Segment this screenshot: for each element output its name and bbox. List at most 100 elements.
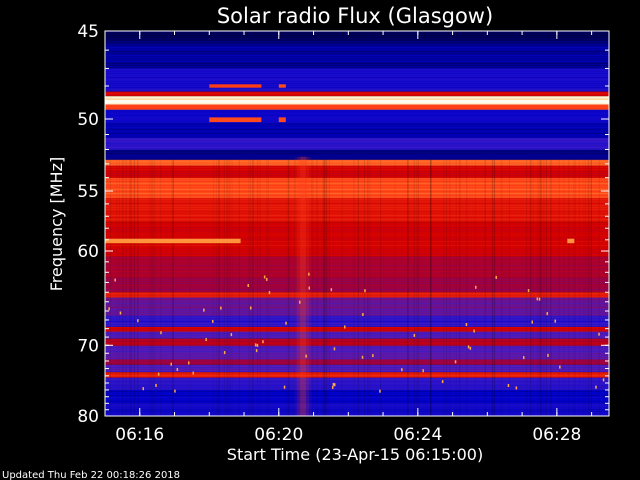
time-striation bbox=[568, 159, 570, 416]
interference-spike bbox=[527, 289, 530, 293]
texture-line bbox=[105, 201, 609, 202]
time-striation bbox=[573, 159, 575, 416]
time-striation bbox=[598, 159, 600, 416]
texture-line bbox=[105, 261, 609, 262]
interference-spike bbox=[507, 384, 510, 387]
time-striation bbox=[494, 159, 496, 416]
time-striation bbox=[587, 159, 589, 416]
texture-line bbox=[105, 197, 609, 198]
texture-line bbox=[105, 403, 609, 404]
texture-line bbox=[105, 389, 609, 390]
intensity-band bbox=[105, 159, 609, 166]
emission-segment bbox=[567, 238, 575, 244]
interference-spike bbox=[223, 351, 226, 355]
texture-line bbox=[105, 151, 609, 152]
texture-line bbox=[105, 377, 609, 378]
texture-line bbox=[105, 179, 609, 180]
time-striation bbox=[189, 159, 191, 416]
texture-line bbox=[105, 277, 609, 278]
interference-spike bbox=[467, 345, 470, 349]
interference-spike bbox=[379, 389, 381, 393]
time-striation bbox=[341, 159, 343, 416]
texture-line bbox=[105, 117, 609, 118]
texture-line bbox=[105, 253, 609, 254]
texture-line bbox=[105, 183, 609, 184]
texture-line bbox=[105, 315, 609, 316]
time-striation bbox=[110, 159, 111, 416]
time-striation bbox=[484, 159, 486, 416]
interference-spike bbox=[332, 385, 334, 389]
time-striation bbox=[322, 159, 324, 416]
texture-line bbox=[105, 295, 609, 296]
texture-line bbox=[105, 233, 609, 234]
texture-line bbox=[105, 325, 609, 326]
burst-column bbox=[300, 156, 306, 416]
texture-line bbox=[105, 283, 609, 284]
interference-spike bbox=[256, 343, 259, 347]
time-striation bbox=[217, 159, 219, 416]
interference-spike bbox=[362, 313, 364, 316]
texture-line bbox=[105, 77, 609, 78]
texture-line bbox=[105, 209, 609, 210]
interference-spike bbox=[401, 368, 403, 372]
time-striation bbox=[328, 159, 330, 416]
texture-line bbox=[105, 185, 609, 186]
texture-line bbox=[105, 229, 609, 230]
texture-line bbox=[105, 355, 609, 356]
texture-line bbox=[105, 399, 609, 400]
interference-spike bbox=[364, 289, 366, 293]
texture-line bbox=[105, 43, 609, 44]
intensity-band bbox=[105, 104, 609, 110]
texture-line bbox=[105, 231, 609, 232]
time-striation bbox=[324, 159, 326, 416]
emission-segment bbox=[278, 117, 286, 123]
texture-line bbox=[105, 57, 609, 58]
time-striation bbox=[137, 159, 139, 416]
time-striation bbox=[501, 159, 503, 416]
texture-line bbox=[105, 371, 609, 372]
texture-line bbox=[105, 313, 609, 314]
y-tick-label: 80 bbox=[77, 407, 99, 427]
intensity-band bbox=[105, 364, 609, 373]
time-striation bbox=[130, 159, 132, 416]
interference-spike bbox=[170, 362, 172, 366]
texture-line bbox=[105, 49, 609, 50]
interference-spike bbox=[422, 369, 424, 373]
texture-line bbox=[105, 71, 609, 72]
texture-line bbox=[105, 407, 609, 408]
time-striation bbox=[543, 159, 545, 416]
texture-line bbox=[105, 379, 609, 380]
x-tick-label: 06:28 bbox=[532, 425, 581, 445]
interference-spike bbox=[212, 319, 214, 323]
time-striation bbox=[407, 159, 409, 416]
texture-line bbox=[105, 375, 609, 376]
interference-spike bbox=[546, 312, 548, 316]
interference-spike bbox=[119, 311, 122, 315]
texture-line bbox=[105, 381, 609, 382]
texture-line bbox=[105, 245, 609, 246]
interference-spike bbox=[155, 383, 157, 387]
texture-line bbox=[105, 161, 609, 162]
texture-line bbox=[105, 215, 609, 216]
time-striation bbox=[172, 159, 174, 416]
time-striation bbox=[212, 159, 214, 416]
time-striation bbox=[459, 159, 461, 416]
y-tick-label: 70 bbox=[77, 336, 99, 356]
texture-line bbox=[105, 125, 609, 126]
texture-line bbox=[105, 297, 609, 298]
texture-line bbox=[105, 133, 609, 134]
time-striation bbox=[219, 159, 220, 416]
time-striation bbox=[539, 159, 541, 416]
emission-segment bbox=[209, 117, 262, 123]
texture-line bbox=[105, 67, 609, 68]
texture-line bbox=[105, 255, 609, 256]
texture-line bbox=[105, 169, 609, 170]
texture-line bbox=[105, 223, 609, 224]
texture-line bbox=[105, 227, 609, 228]
texture-line bbox=[105, 329, 609, 330]
time-striation bbox=[484, 159, 486, 416]
texture-line bbox=[105, 101, 609, 102]
time-striation bbox=[227, 159, 229, 416]
interference-spike bbox=[308, 272, 310, 276]
